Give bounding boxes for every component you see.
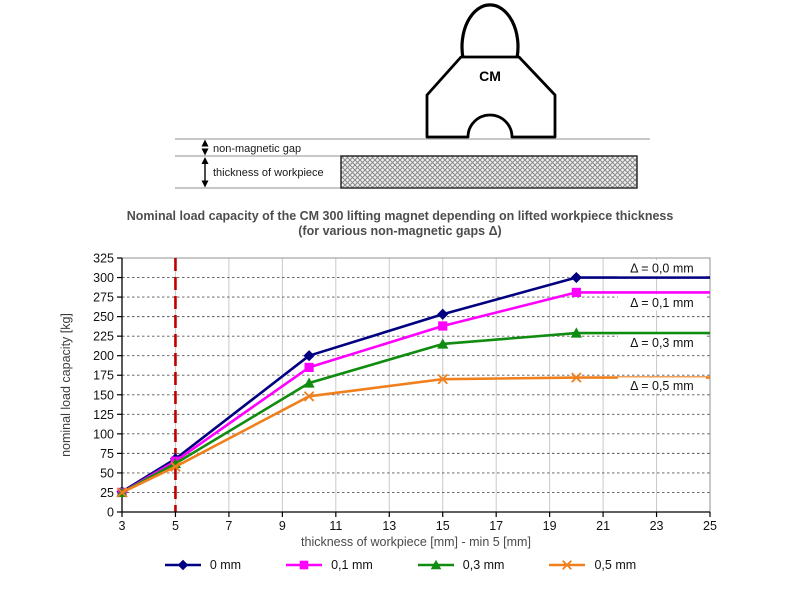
x-tick-label: 9: [279, 519, 286, 533]
legend-item-0-3-mm: 0,3 mm: [417, 558, 505, 572]
y-tick-label: 0: [107, 506, 114, 520]
legend-marker-icon: [417, 559, 454, 570]
marker-square: [438, 321, 448, 331]
y-tick-label: 150: [93, 388, 114, 402]
marker-x: [170, 461, 181, 472]
y-tick-label: 100: [93, 427, 114, 441]
y-tick-label: 250: [93, 310, 114, 324]
legend-item-0-5-mm: 0,5 mm: [548, 558, 636, 572]
marker-square: [571, 287, 581, 297]
annotation-box: [617, 334, 706, 351]
magnet-label: CM: [479, 68, 501, 84]
legend-label: 0,1 mm: [331, 558, 373, 572]
legend-label: 0,5 mm: [594, 558, 637, 572]
y-tick-label: 275: [93, 291, 114, 305]
y-axis-title: nominal load capacity [kg]: [59, 313, 73, 457]
lifting-eye-icon: [460, 3, 520, 59]
x-tick-label: 19: [543, 519, 557, 533]
marker-x: [303, 391, 315, 402]
x-tick-label: 21: [596, 519, 610, 533]
x-tick-label: 25: [703, 519, 717, 533]
y-tick-label: 175: [93, 369, 114, 383]
marker-diamond: [437, 308, 449, 320]
gap-dimension-arrow: [201, 139, 209, 156]
x-tick-label: 13: [382, 519, 396, 533]
magnet-diagram: CM non-magnetic gap thickness of workpie…: [175, 3, 650, 189]
series-line-0-1-mm: [121, 291, 710, 494]
series-annotation: Δ = 0,3 mm: [630, 336, 694, 350]
y-tick-label: 75: [100, 447, 114, 461]
legend-marker-icon: [286, 560, 323, 570]
chart-title: Nominal load capacity of the CM 300 lift…: [0, 209, 800, 239]
series-annotation: Δ = 0,5 mm: [630, 379, 694, 393]
marker-triangle: [570, 327, 582, 338]
legend-label: 0 mm: [209, 558, 242, 572]
x-tick-label: 17: [489, 519, 503, 533]
legend-item-0-mm: 0 mm: [164, 558, 241, 572]
annotation-box: [617, 294, 706, 311]
y-tick-label: 25: [100, 486, 114, 500]
marker-x: [116, 487, 128, 498]
series-line-0-5-mm: [121, 376, 710, 494]
chart-title-line2: (for various non-magnetic gaps Δ): [298, 224, 502, 238]
chart-legend: 0 mm 0,1 mm 0,3 mm 0,5 mm: [0, 558, 800, 572]
y-tick-label: 300: [93, 271, 114, 285]
series-annotation: Δ = 0,1 mm: [630, 296, 694, 310]
y-tick-label: 225: [93, 330, 114, 344]
x-tick-label: 15: [436, 519, 450, 533]
marker-x: [437, 373, 448, 385]
x-tick-label: 7: [225, 519, 232, 533]
y-tick-label: 125: [93, 408, 114, 422]
x-tick-label: 11: [329, 519, 342, 533]
marker-x: [571, 372, 582, 383]
marker-triangle: [303, 377, 315, 388]
annotation-box: [617, 377, 706, 394]
series-line-0-mm: [121, 276, 710, 493]
x-tick-label: 3: [119, 519, 126, 533]
legend-marker-icon: [549, 560, 586, 570]
marker-diamond: [303, 350, 315, 362]
legend-marker-icon: [164, 559, 201, 571]
series-annotation: Δ = 0,0 mm: [630, 262, 694, 276]
load-capacity-chart: 3 5 7 9 11 13 15 17 19 21 23 2502550751001251501752…: [59, 252, 717, 550]
thickness-dimension-arrow: [201, 157, 209, 188]
x-tick-label: 5: [172, 519, 179, 533]
legend-item-0-1-mm: 0,1 mm: [285, 558, 373, 572]
workpiece-rect: [340, 155, 638, 189]
y-tick-label: 200: [93, 349, 114, 363]
marker-square: [304, 362, 314, 373]
marker-triangle: [437, 338, 449, 349]
x-axis-title: thickness of workpiece [mm] - min 5 [mm]: [301, 535, 531, 549]
series-line-0-3-mm: [121, 331, 710, 494]
annotation-box: [617, 260, 706, 277]
chart-title-line1: Nominal load capacity of the CM 300 lift…: [126, 209, 674, 223]
y-tick-label: 50: [100, 466, 114, 480]
legend-label: 0,3 mm: [462, 558, 505, 572]
gap-label: non-magnetic gap: [213, 143, 301, 155]
marker-diamond: [570, 271, 582, 284]
x-tick-label: 23: [650, 519, 664, 533]
magnet-body: [425, 55, 557, 139]
thickness-label: thickness of workpiece: [213, 167, 324, 179]
y-tick-label: 325: [93, 252, 114, 266]
